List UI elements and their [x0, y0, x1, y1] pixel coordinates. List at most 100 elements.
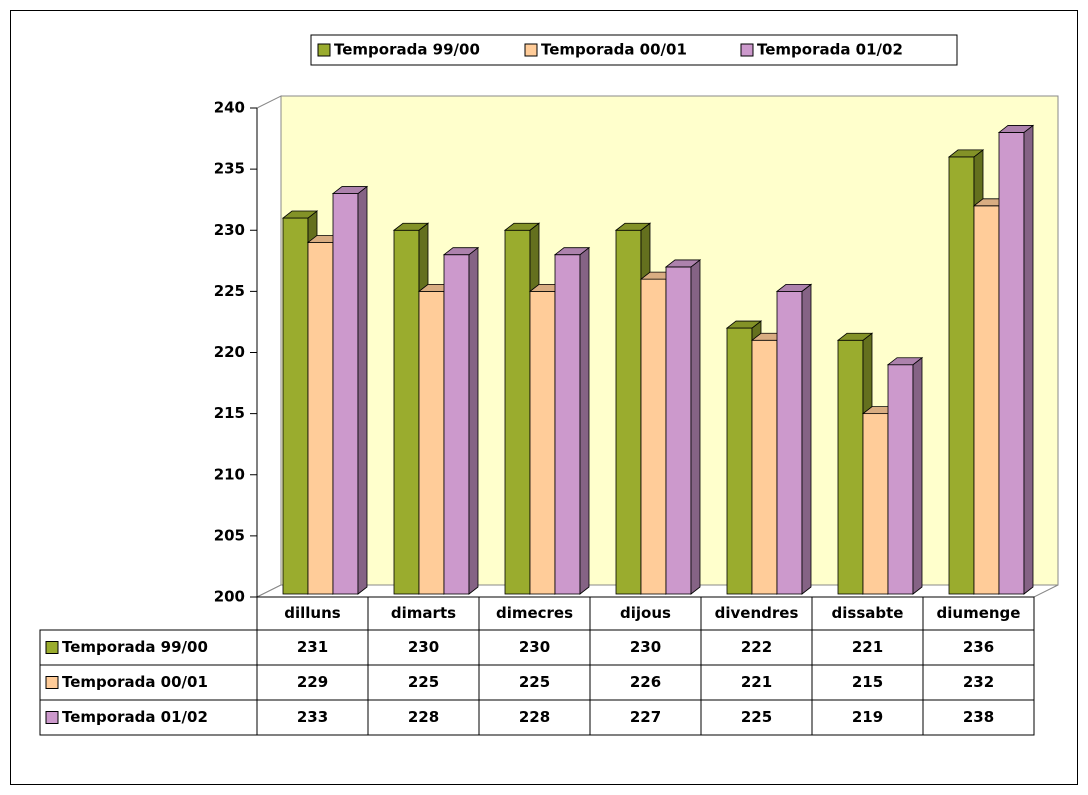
table-series-name: Temporada 01/02 [62, 708, 208, 726]
table-value: 221 [852, 638, 883, 656]
y-tick-label: 200 [214, 588, 245, 606]
bar-top [664, 259, 702, 268]
bar-side [357, 185, 368, 595]
bar [442, 246, 480, 595]
bar-top [503, 222, 541, 231]
bar-front [332, 193, 359, 595]
table-value: 236 [963, 638, 994, 656]
bar-front [973, 205, 1000, 595]
table-value: 229 [297, 673, 328, 691]
x-tick-label: dijous [620, 604, 671, 622]
table-series-name: Temporada 00/01 [62, 673, 208, 691]
table-value: 232 [963, 673, 994, 691]
table-value: 228 [408, 708, 439, 726]
left-wall [256, 95, 282, 598]
bar-top [392, 222, 430, 231]
bar-front [887, 364, 914, 595]
bar-side [690, 259, 701, 595]
bar-front [529, 290, 556, 595]
bar-side [579, 246, 590, 595]
legend-key [524, 43, 538, 57]
table-value: 226 [630, 673, 661, 691]
table-value: 225 [408, 673, 439, 691]
bar-front [862, 413, 889, 595]
bar-front [615, 229, 642, 595]
bar-front [751, 339, 778, 595]
table-value: 238 [963, 708, 994, 726]
table-value: 221 [741, 673, 772, 691]
bar-top [775, 283, 813, 292]
bar-top [725, 320, 763, 329]
bar-front [282, 217, 309, 595]
bar-front [776, 290, 803, 595]
bar-front [665, 266, 692, 595]
x-tick-label: dilluns [284, 604, 341, 622]
bar-top [553, 247, 591, 256]
table-value: 228 [519, 708, 550, 726]
bar-top [331, 186, 369, 194]
bar-front [837, 339, 864, 595]
table-value: 230 [630, 638, 661, 656]
x-tick-label: dimecres [496, 604, 573, 622]
legend-key [740, 43, 754, 57]
bar-front [418, 290, 445, 595]
bar [553, 246, 591, 595]
y-tick-label: 220 [214, 343, 245, 361]
legend-box [310, 34, 958, 66]
bar [664, 259, 702, 595]
bar-front [726, 327, 753, 595]
legend-label: Temporada 99/00 [334, 41, 480, 59]
bar [886, 356, 924, 595]
x-tick-label: dissabte [832, 604, 904, 622]
bar-side [801, 283, 812, 595]
y-tick-label: 215 [214, 404, 245, 422]
bar-top [442, 247, 480, 256]
table-value: 219 [852, 708, 883, 726]
table-value: 227 [630, 708, 661, 726]
bar-front [393, 229, 420, 595]
x-tick-label: dimarts [391, 604, 456, 622]
bar [775, 283, 813, 595]
legend-key [317, 43, 331, 57]
bar-side [1023, 124, 1034, 595]
bar [331, 185, 369, 595]
table-row [39, 699, 1035, 736]
legend-label: Temporada 00/01 [541, 41, 687, 59]
bar-front [443, 254, 470, 595]
bar [997, 124, 1035, 595]
table-value: 233 [297, 708, 328, 726]
bar-top [886, 357, 924, 366]
bar-top [947, 149, 985, 158]
y-tick-label: 210 [214, 465, 245, 483]
y-tick-label: 225 [214, 282, 245, 300]
table-key [45, 641, 59, 654]
bar-top [614, 222, 652, 231]
y-tick-label: 230 [214, 221, 245, 239]
y-tick-label: 235 [214, 160, 245, 178]
table-series-name: Temporada 99/00 [62, 638, 208, 656]
bar-front [554, 254, 581, 595]
bar-side [912, 356, 923, 595]
bar-front [998, 132, 1025, 595]
bar-top [997, 125, 1035, 133]
table-value: 230 [519, 638, 550, 656]
table-value: 222 [741, 638, 772, 656]
table-value: 230 [408, 638, 439, 656]
bar-front [948, 156, 975, 595]
bar-front [504, 229, 531, 595]
bar-side [468, 246, 479, 595]
table-value: 225 [741, 708, 772, 726]
table-value: 215 [852, 673, 883, 691]
bar-front [640, 278, 667, 595]
table-key [45, 676, 59, 689]
x-tick-label: diumenge [937, 604, 1021, 622]
y-tick-label: 205 [214, 526, 245, 544]
y-tick-label: 240 [214, 99, 245, 117]
bar-top [281, 210, 319, 219]
legend-label: Temporada 01/02 [757, 41, 903, 59]
bar-front [307, 242, 334, 595]
table-key [45, 711, 59, 724]
table-value: 231 [297, 638, 328, 656]
x-tick-label: divendres [715, 604, 799, 622]
